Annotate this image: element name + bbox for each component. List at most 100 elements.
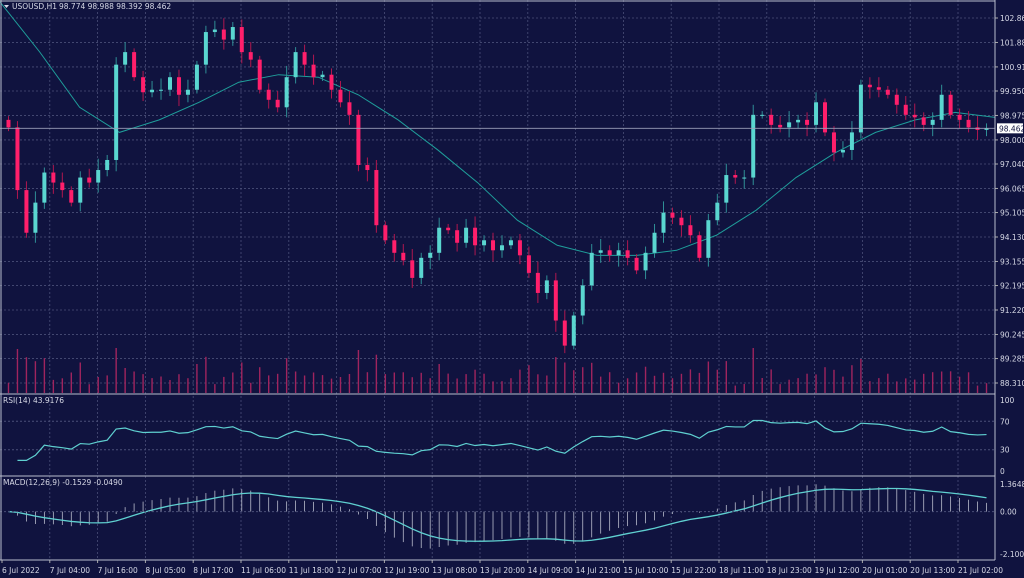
candle-body bbox=[562, 320, 567, 346]
volume-bar bbox=[178, 374, 180, 393]
candle-body bbox=[706, 220, 711, 258]
volume-bar bbox=[788, 379, 790, 393]
volume-bar bbox=[402, 372, 404, 393]
price-tick-label: 100.910 bbox=[1000, 63, 1024, 72]
volume-bar bbox=[958, 376, 961, 393]
volume-bar bbox=[716, 369, 719, 393]
candle-body bbox=[42, 172, 47, 203]
rsi-tick-label: 100 bbox=[1000, 396, 1015, 405]
candle-body bbox=[311, 64, 316, 78]
volume-bar bbox=[214, 384, 216, 393]
volume-bar bbox=[151, 378, 153, 393]
candle-body bbox=[194, 64, 199, 90]
volume-bar bbox=[501, 381, 503, 393]
volume-bar bbox=[878, 378, 880, 393]
volume-bar bbox=[232, 372, 234, 393]
macd-label: MACD(12,26,9) -0.1529 -0.0490 bbox=[3, 478, 123, 487]
candle-body bbox=[742, 177, 747, 179]
candle-body bbox=[814, 102, 819, 125]
candle-body bbox=[939, 94, 944, 120]
candle-body bbox=[499, 245, 504, 251]
symbol-label: USOUSD,H1 bbox=[12, 2, 57, 11]
rsi-label: RSI(14) 43.9176 bbox=[3, 396, 64, 405]
candle-body bbox=[69, 190, 74, 203]
candle-body bbox=[482, 240, 487, 246]
volume-bar bbox=[133, 371, 135, 393]
candle-body bbox=[464, 227, 469, 243]
candle-body bbox=[33, 202, 38, 233]
volume-bar bbox=[205, 356, 207, 393]
candle-body bbox=[733, 175, 738, 178]
volume-bar bbox=[420, 372, 422, 393]
volume-bar bbox=[617, 382, 620, 393]
time-label: 20 Jul 13:00 bbox=[910, 566, 955, 575]
candle-body bbox=[688, 225, 693, 236]
candle-body bbox=[60, 182, 65, 191]
volume-bar bbox=[106, 375, 108, 393]
current-price-label: 98.462 bbox=[999, 124, 1024, 133]
candle-body bbox=[607, 250, 612, 256]
price-tick-label: 96.065 bbox=[1000, 184, 1024, 193]
candle-body bbox=[697, 235, 702, 258]
price-tick-label: 89.285 bbox=[1000, 355, 1024, 364]
price-tick-label: 102.860 bbox=[1000, 14, 1024, 23]
volume-bar bbox=[931, 372, 934, 393]
volume-bar bbox=[357, 350, 360, 393]
candle-body bbox=[508, 240, 513, 246]
volume-bar bbox=[88, 384, 90, 393]
candle-body bbox=[823, 102, 828, 133]
volume-bar bbox=[348, 374, 351, 393]
candle-body bbox=[114, 64, 119, 160]
volume-bar bbox=[447, 373, 449, 393]
price-tick-label: 91.220 bbox=[1000, 306, 1024, 315]
rsi-tick-label: 70 bbox=[1000, 417, 1010, 426]
volume-bar bbox=[456, 378, 458, 393]
rsi-tick-label: 30 bbox=[1000, 446, 1010, 455]
volume-bar bbox=[564, 362, 566, 393]
candle-body bbox=[796, 119, 801, 123]
volume-bar bbox=[797, 378, 799, 393]
time-label: 13 Jul 20:00 bbox=[480, 566, 525, 575]
volume-bar bbox=[923, 373, 925, 393]
candle-body bbox=[634, 257, 639, 271]
price-tick-label: 99.950 bbox=[1000, 87, 1024, 96]
volume-bar bbox=[985, 383, 988, 393]
volume-bar bbox=[259, 367, 261, 393]
candle-body bbox=[51, 172, 56, 183]
volume-bar bbox=[43, 358, 46, 393]
price-tick-label: 88.310 bbox=[1000, 379, 1024, 388]
volume-bar bbox=[483, 373, 485, 393]
volume-bar bbox=[169, 380, 171, 393]
volume-bar bbox=[896, 381, 898, 393]
time-label: 20 Jul 01:00 bbox=[862, 566, 907, 575]
volume-bar bbox=[914, 379, 916, 393]
price-tick-label: 97.040 bbox=[1000, 160, 1024, 169]
volume-bar bbox=[949, 371, 952, 393]
volume-bar bbox=[806, 373, 808, 393]
ma-line bbox=[0, 1, 996, 256]
candle-body bbox=[141, 77, 146, 93]
candle-body bbox=[787, 122, 792, 128]
volume-bar bbox=[555, 357, 557, 393]
candle-body bbox=[831, 132, 836, 153]
macd-signal-line bbox=[8, 487, 987, 542]
volume-bar bbox=[52, 379, 55, 393]
volume-bar bbox=[635, 372, 638, 393]
volume-bar bbox=[528, 365, 530, 393]
candle-body bbox=[230, 27, 235, 40]
volume-bar bbox=[276, 373, 279, 393]
candle-body bbox=[571, 315, 576, 346]
candle-body bbox=[401, 252, 406, 261]
volume-bar bbox=[7, 382, 10, 393]
candle-body bbox=[867, 84, 872, 88]
volume-bar bbox=[339, 377, 342, 393]
time-label: 7 Jul 04:00 bbox=[50, 566, 90, 575]
volume-bar bbox=[124, 368, 126, 393]
candle-body bbox=[661, 212, 666, 233]
dropdown-triangle-icon bbox=[4, 5, 9, 8]
volume-bar bbox=[905, 378, 907, 393]
candle-body bbox=[957, 114, 962, 120]
candle-body bbox=[858, 84, 863, 133]
volume-bar bbox=[438, 364, 440, 393]
